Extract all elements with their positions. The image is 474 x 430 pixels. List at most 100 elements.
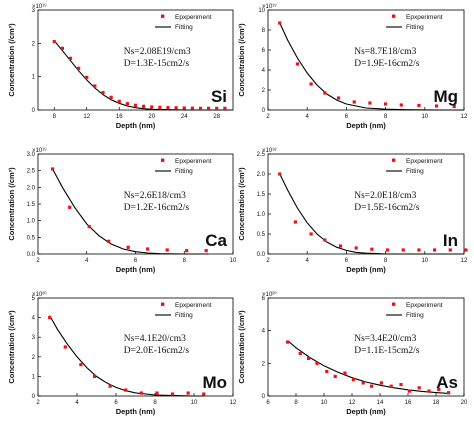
x-tick-label: 28 (213, 114, 220, 120)
x-tick-label: 2 (36, 258, 40, 264)
experiment-point (407, 389, 411, 393)
y-tick-label: 5 (32, 296, 36, 302)
x-tick-label: 6 (345, 258, 349, 264)
x-axis-label: Depth (nm) (346, 121, 386, 130)
y-tick-label: 0 (262, 108, 266, 114)
x-tick-label: 12 (230, 400, 237, 406)
experiment-point (108, 384, 112, 388)
plot-frame (267, 153, 465, 255)
y-tick-label: 8 (262, 28, 266, 34)
y-tick-label: 0.5 (257, 232, 266, 238)
experiment-point (150, 105, 154, 109)
experiment-point (434, 104, 439, 108)
legend-label-experiment: Epxperiment (406, 14, 443, 21)
element-label: Si (211, 87, 227, 106)
experiment-point (370, 247, 374, 251)
x-tick-label: 8 (53, 114, 57, 120)
experiment-point (338, 244, 343, 248)
x-tick-label: 6 (345, 114, 349, 120)
y-tick-label: 2.0 (257, 172, 266, 178)
ns-annotation: Ns=2.0E18/cm3 (354, 191, 416, 201)
experiment-point (352, 100, 356, 104)
y-exponent: ×10¹⁹ (32, 3, 47, 10)
x-axis-label: Depth (nm) (346, 265, 386, 274)
experiment-point (174, 106, 178, 110)
experiment-point (298, 351, 302, 356)
experiment-point (68, 56, 73, 60)
experiment-point (278, 21, 282, 25)
x-tick-label: 4 (306, 114, 310, 120)
experiment-point (309, 82, 313, 86)
fitting-line (279, 22, 464, 111)
experiment-point (204, 249, 208, 253)
y-tick-label: 10 (258, 8, 265, 14)
experiment-point (286, 340, 290, 344)
y-tick-label: 0.0 (27, 252, 36, 258)
y-tick-label: 2.5 (257, 152, 266, 158)
legend-label-fitting: Fitting (175, 312, 193, 319)
y-exponent: ×10¹⁸ (262, 147, 277, 154)
experiment-point (417, 103, 421, 108)
ns-annotation: Ns=2.6E18/cm3 (124, 191, 186, 201)
experiment-point (448, 248, 452, 252)
experiment-point (417, 248, 421, 252)
experiment-point (198, 106, 203, 110)
d-annotation: D=1.2E-16cm2/s (124, 203, 190, 213)
experiment-point (399, 382, 403, 387)
d-annotation: D=1.1E-15cm2/s (354, 346, 420, 356)
experiment-point (190, 106, 194, 110)
legend-label-fitting: Fitting (175, 168, 193, 175)
plot-frame (37, 297, 234, 397)
y-tick-label: 1.5 (257, 192, 266, 198)
x-tick-label: 10 (421, 258, 428, 264)
element-label: Mo (202, 373, 227, 392)
y-tick-label: 0.0 (257, 252, 266, 258)
y-tick-label: 0 (32, 394, 36, 400)
x-axis-label: Depth (nm) (116, 407, 156, 416)
experiment-point (336, 96, 341, 100)
legend-label-fitting: Fitting (406, 312, 424, 319)
y-tick-label: 0 (262, 394, 266, 400)
legend-marker-experiment (161, 302, 165, 306)
y-tick-label: 6 (262, 296, 266, 302)
element-label: Ca (205, 231, 227, 250)
experiment-point (117, 99, 121, 103)
x-tick-label: 6 (114, 400, 118, 406)
experiment-point (68, 205, 72, 209)
y-tick-label: 1.5 (27, 202, 36, 208)
panel-in: 2 4 6 8 10 12 0.0 0.5 1.0 1.5 2.0 2.5×10¹⁸ Depth (nm… (237, 147, 468, 274)
legend-label-experiment: Epxperiment (406, 158, 443, 165)
x-tick-label: 12 (461, 114, 468, 120)
experiment-point (307, 356, 311, 361)
panel-ca: 2 4 6 8 10 0.0 0.5 1.0 1.5 2.0 2.5 3.0×10¹⁹ Depth (n… (7, 147, 237, 274)
experiment-point (343, 371, 347, 375)
experiment-point (433, 248, 437, 252)
y-tick-label: 2 (262, 88, 266, 94)
x-tick-label: 12 (461, 258, 468, 264)
x-axis-label: Depth (nm) (116, 265, 156, 274)
x-tick-label: 2 (266, 258, 270, 264)
legend-marker-experiment (161, 14, 165, 18)
y-tick-label: 2 (32, 355, 36, 361)
x-tick-label: 2 (266, 114, 270, 120)
legend-marker-experiment (161, 158, 165, 162)
d-annotation: D=1.9E-16cm2/s (354, 59, 420, 69)
experiment-point (85, 75, 89, 79)
experiment-point (92, 374, 97, 378)
x-tick-label: 14 (377, 400, 384, 406)
y-tick-label: 4 (32, 316, 36, 322)
experiment-point (207, 106, 211, 110)
experiment-point (351, 378, 355, 382)
experiment-point (323, 91, 327, 95)
legend-marker-experiment (392, 302, 396, 306)
x-tick-label: 20 (461, 400, 468, 406)
legend-marker-experiment (392, 158, 396, 162)
y-tick-label: 2 (32, 41, 36, 47)
experiment-point (323, 238, 327, 242)
y-axis-label: Concentration (/cm³) (237, 310, 246, 384)
experiment-point (361, 381, 365, 385)
ns-annotation: Ns=2.08E19/cm3 (124, 47, 191, 57)
experiment-point (126, 245, 130, 249)
